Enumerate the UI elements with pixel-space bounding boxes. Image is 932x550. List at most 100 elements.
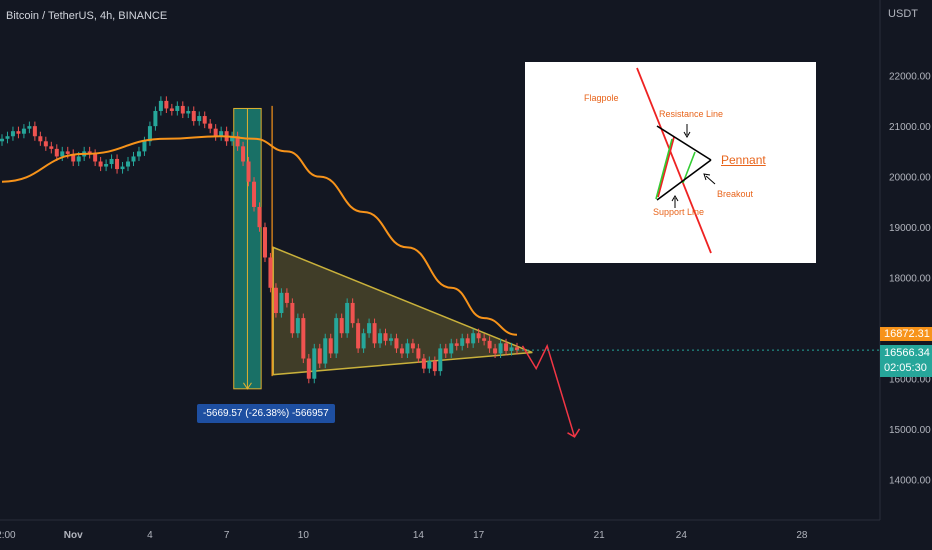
candle-body (498, 343, 503, 354)
candle-body (394, 338, 399, 349)
x-tick-label: 21 (594, 530, 606, 541)
candle-body (334, 318, 339, 354)
candle-body (5, 136, 10, 139)
candle-body (509, 347, 514, 351)
candle-body (454, 343, 459, 346)
candle-body (295, 318, 300, 334)
candle-body (27, 126, 32, 129)
candle-body (219, 131, 224, 137)
candle-body (504, 343, 509, 351)
candle-body (43, 141, 48, 147)
x-tick-label: 4 (147, 530, 153, 541)
last-price-tag: 16566.34 02:05:30 (880, 345, 932, 377)
candle-body (257, 206, 262, 228)
candle-body (104, 164, 109, 167)
candle-body (262, 227, 267, 258)
candle-body (317, 348, 322, 364)
candle-body (76, 156, 81, 162)
candle-body (0, 138, 4, 142)
x-tick-label: Nov (64, 530, 83, 541)
y-tick-label: 18000.00 (889, 274, 931, 285)
candle-body (301, 318, 306, 359)
candle-body (169, 108, 174, 111)
x-tick-label: 7 (224, 530, 230, 541)
x-tick-label: 24 (676, 530, 688, 541)
candle-body (109, 158, 114, 165)
candle-body (460, 338, 465, 346)
candle-body (339, 318, 344, 334)
candle-body (378, 333, 383, 344)
pennant-red-stroke (657, 136, 675, 198)
candle-body (208, 123, 213, 129)
currency-unit-label[interactable]: USDT (888, 8, 918, 20)
support-line (656, 159, 712, 201)
x-tick-label: 12:00 (0, 530, 16, 541)
candle-body (21, 128, 26, 134)
resistance-line-label: Resistance Line (659, 109, 724, 119)
candle-body (361, 333, 366, 349)
candle-body (284, 292, 289, 303)
bar-countdown-timer: 02:05:30 (884, 362, 927, 374)
candle-body (54, 148, 59, 157)
candle-body (142, 141, 147, 152)
candle-body (487, 340, 492, 349)
candle-body (323, 338, 328, 364)
ma-price-tag: 16872.31 (880, 327, 932, 341)
candle-body (120, 166, 125, 170)
candle-body (471, 333, 476, 344)
breakout-arrow-head (703, 173, 711, 181)
x-tick-label: 10 (298, 530, 310, 541)
measure-arrow-head (243, 382, 252, 390)
candle-body (180, 105, 185, 114)
breakout-label: Breakout (717, 189, 754, 199)
candle-body (241, 146, 246, 162)
candle-body (87, 151, 92, 154)
candle-body (197, 116, 202, 122)
x-tick-label: 28 (796, 530, 808, 541)
candle-body (158, 100, 163, 111)
candle-body (421, 358, 426, 369)
candle-body (115, 158, 120, 170)
candle-body (202, 116, 207, 124)
candle-body (290, 302, 295, 334)
candle-body (136, 151, 141, 157)
candle-body (246, 161, 251, 182)
candle-body (230, 136, 235, 142)
pennant-green-stroke (655, 138, 673, 200)
candle-body (268, 257, 273, 288)
candle-body (345, 302, 350, 334)
candle-body (175, 105, 180, 111)
pennant-pattern-inset: Flagpole Resistance Line Pennant Breakou… (525, 62, 816, 263)
candle-body (65, 151, 70, 154)
y-tick-label: 19000.00 (889, 223, 931, 234)
forecast-arrow-head (567, 428, 581, 438)
candle-body (350, 302, 355, 324)
candle-body (147, 126, 152, 142)
candle-body (328, 338, 333, 354)
candle-body (465, 338, 470, 344)
symbol-title[interactable]: Bitcoin / TetherUS, 4h, BINANCE (6, 10, 168, 22)
y-tick-label: 14000.00 (889, 476, 931, 487)
candle-body (126, 161, 131, 167)
y-tick-label: 21000.00 (889, 122, 931, 133)
moving-average-line (1, 135, 518, 336)
candle-body (213, 128, 218, 137)
price-range-measure-label: -5669.57 (-26.38%) -566957 (197, 404, 335, 423)
candle-body (49, 146, 54, 149)
support-arrow-head (671, 195, 679, 202)
y-tick-label: 22000.00 (889, 72, 931, 83)
candle-body (60, 151, 65, 157)
pennant-label: Pennant (721, 153, 766, 167)
pennant-triangle (272, 246, 533, 376)
x-tick-label: 14 (413, 530, 425, 541)
pennant-diagram (636, 67, 716, 254)
candle-body (10, 131, 15, 137)
support-line-label: Support Line (653, 207, 705, 217)
candle-body (186, 110, 191, 114)
candle-body (98, 161, 103, 167)
candle-body (164, 100, 169, 109)
resistance-arrow-head (683, 131, 691, 138)
last-price-value: 16566.34 (884, 347, 930, 359)
